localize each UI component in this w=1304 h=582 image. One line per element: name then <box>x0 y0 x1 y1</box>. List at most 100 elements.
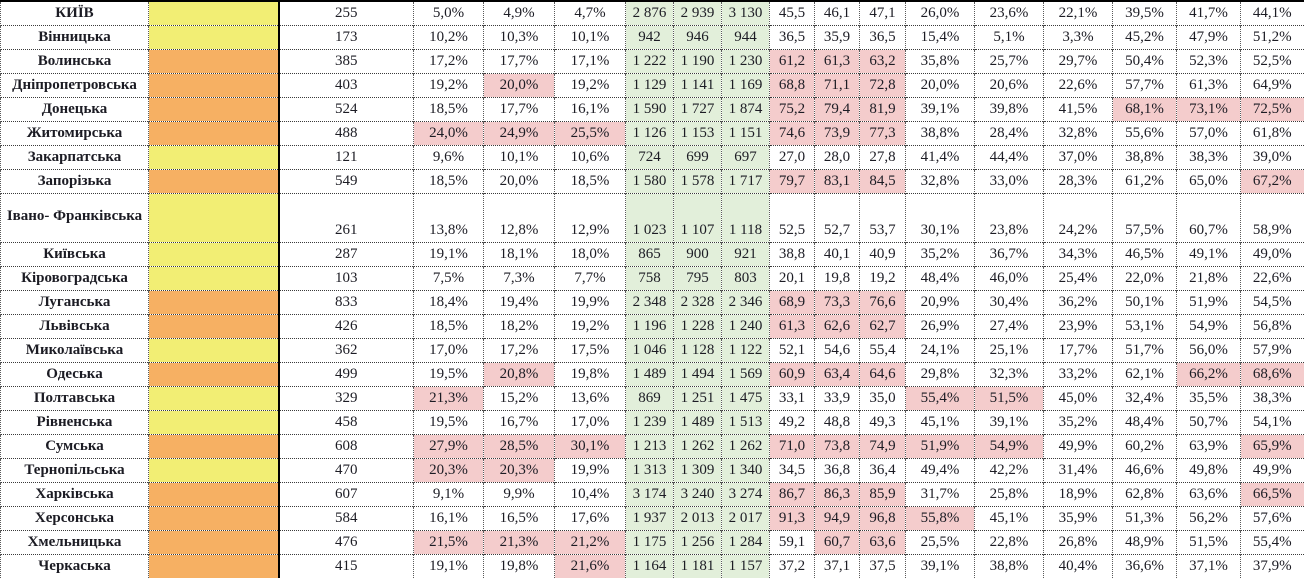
green-value-cell: 1 141 <box>673 72 722 97</box>
pct-group3-cell: 49,9% <box>1240 457 1304 482</box>
pct-group2-cell: 32,8% <box>1043 120 1113 145</box>
pct-group2-cell: 37,0% <box>1043 144 1113 169</box>
status-color-cell <box>148 265 280 290</box>
pct-group1-cell: 24,0% <box>413 120 484 145</box>
pct-group1-cell: 18,0% <box>554 241 626 266</box>
pct-group2-cell: 38,8% <box>905 120 975 145</box>
num-group-cell: 34,5 <box>769 457 815 482</box>
pct-group2-cell: 20,0% <box>905 72 975 97</box>
pct-group1-cell: 4,9% <box>483 0 555 25</box>
pct-group3-cell: 47,9% <box>1176 24 1241 49</box>
pct-group1-cell: 16,1% <box>413 505 484 530</box>
green-value-cell: 1 580 <box>625 168 674 193</box>
pct-group2-cell: 5,1% <box>974 24 1044 49</box>
num-group-cell: 36,5 <box>859 24 906 49</box>
pct-group2-cell: 39,8% <box>974 96 1044 121</box>
pct-group3-cell: 39,5% <box>1112 0 1177 25</box>
table-row: Херсонська 584 16,1% 16,5% 17,6% 1 937 2 013 2 … <box>0 505 1304 530</box>
green-value-cell: 3 130 <box>721 0 770 25</box>
num-group-cell: 55,4 <box>859 337 906 362</box>
green-value-cell: 1 175 <box>625 529 674 554</box>
status-color-cell <box>148 96 280 121</box>
pct-group2-cell: 45,0% <box>1043 385 1113 410</box>
pct-group3-cell: 51,3% <box>1112 505 1177 530</box>
pct-group1-cell: 9,9% <box>483 481 555 506</box>
pct-group1-cell: 17,7% <box>483 96 555 121</box>
pct-group3-cell: 52,5% <box>1240 48 1304 73</box>
region-name-cell: Закарпатська <box>0 144 149 169</box>
pct-group1-cell: 19,2% <box>554 72 626 97</box>
pct-group1-cell: 24,9% <box>483 120 555 145</box>
pct-group3-cell: 54,9% <box>1176 313 1241 338</box>
status-color-cell <box>148 433 280 458</box>
table-row: Луганська 833 18,4% 19,4% 19,9% 2 348 2 328 2 3… <box>0 289 1304 314</box>
green-value-cell: 1 213 <box>625 433 674 458</box>
region-name-cell: Черкаська <box>0 553 149 578</box>
green-value-cell: 1 196 <box>625 313 674 338</box>
pct-group3-cell: 61,3% <box>1176 72 1241 97</box>
green-value-cell: 1 164 <box>625 553 674 578</box>
green-value-cell: 1 107 <box>673 192 722 242</box>
region-name-cell: Івано- Франківська <box>0 192 149 242</box>
green-value-cell: 1 157 <box>721 553 770 578</box>
green-value-cell: 1 153 <box>673 120 722 145</box>
pct-group3-cell: 39,0% <box>1240 144 1304 169</box>
table-row: Закарпатська 121 9,6% 10,1% 10,6% 724 699 697 27… <box>0 144 1304 169</box>
table-row: Тернопільська 470 20,3% 20,3% 19,9% 1 313 1 30… <box>0 457 1304 482</box>
table-row: Сумська 608 27,9% 28,5% 30,1% 1 213 1 262 1 262… <box>0 433 1304 458</box>
table-row: Донецька 524 18,5% 17,7% 16,1% 1 590 1 727 1 87… <box>0 96 1304 121</box>
pct-group3-cell: 41,7% <box>1176 0 1241 25</box>
pct-group3-cell: 49,0% <box>1240 241 1304 266</box>
green-value-cell: 1 340 <box>721 457 770 482</box>
pct-group2-cell: 41,5% <box>1043 96 1113 121</box>
pct-group3-cell: 22,6% <box>1240 265 1304 290</box>
status-color-cell <box>148 457 280 482</box>
num-group-cell: 73,8 <box>814 433 860 458</box>
pct-group1-cell: 20,0% <box>483 168 555 193</box>
num-group-cell: 61,3 <box>769 313 815 338</box>
pct-group1-cell: 28,5% <box>483 433 555 458</box>
green-value-cell: 1 239 <box>625 409 674 434</box>
pct-group1-cell: 19,2% <box>413 72 484 97</box>
pct-group1-cell: 12,8% <box>483 192 555 242</box>
pct-group3-cell: 65,9% <box>1240 433 1304 458</box>
pct-group3-cell: 61,2% <box>1112 168 1177 193</box>
pct-group3-cell: 72,5% <box>1240 96 1304 121</box>
status-color-cell <box>148 409 280 434</box>
table-row: Київська 287 19,1% 18,1% 18,0% 865 900 921 38,8 4… <box>0 241 1304 266</box>
region-name-cell: Сумська <box>0 433 149 458</box>
pct-group3-cell: 63,9% <box>1176 433 1241 458</box>
pct-group1-cell: 17,6% <box>554 505 626 530</box>
table-row: Полтавська 329 21,3% 15,2% 13,6% 869 1 251 1 47… <box>0 385 1304 410</box>
pct-group3-cell: 22,0% <box>1112 265 1177 290</box>
pct-group3-cell: 55,4% <box>1240 529 1304 554</box>
pct-group2-cell: 46,0% <box>974 265 1044 290</box>
num-group-cell: 28,0 <box>814 144 860 169</box>
pct-group2-cell: 42,2% <box>974 457 1044 482</box>
pct-group2-cell: 39,1% <box>905 96 975 121</box>
region-name-cell: КИЇВ <box>0 0 149 25</box>
count-cell: 173 <box>278 24 414 49</box>
num-group-cell: 27,8 <box>859 144 906 169</box>
green-value-cell: 946 <box>673 24 722 49</box>
count-cell: 103 <box>278 265 414 290</box>
table-row: Дніпропетровська 403 19,2% 20,0% 19,2% 1 129 1… <box>0 72 1304 97</box>
green-value-cell: 758 <box>625 265 674 290</box>
pct-group2-cell: 24,1% <box>905 337 975 362</box>
pct-group1-cell: 10,1% <box>483 144 555 169</box>
green-value-cell: 1 126 <box>625 120 674 145</box>
pct-group2-cell: 55,4% <box>905 385 975 410</box>
pct-group1-cell: 21,2% <box>554 529 626 554</box>
pct-group1-cell: 19,8% <box>554 361 626 386</box>
num-group-cell: 37,2 <box>769 553 815 578</box>
pct-group2-cell: 44,4% <box>974 144 1044 169</box>
pct-group2-cell: 26,9% <box>905 313 975 338</box>
pct-group1-cell: 9,1% <box>413 481 484 506</box>
pct-group1-cell: 17,7% <box>483 48 555 73</box>
pct-group3-cell: 51,5% <box>1176 529 1241 554</box>
pct-group2-cell: 33,0% <box>974 168 1044 193</box>
pct-group3-cell: 57,7% <box>1112 72 1177 97</box>
region-name-cell: Кіровоградська <box>0 265 149 290</box>
num-group-cell: 33,1 <box>769 385 815 410</box>
green-value-cell: 1 118 <box>721 192 770 242</box>
